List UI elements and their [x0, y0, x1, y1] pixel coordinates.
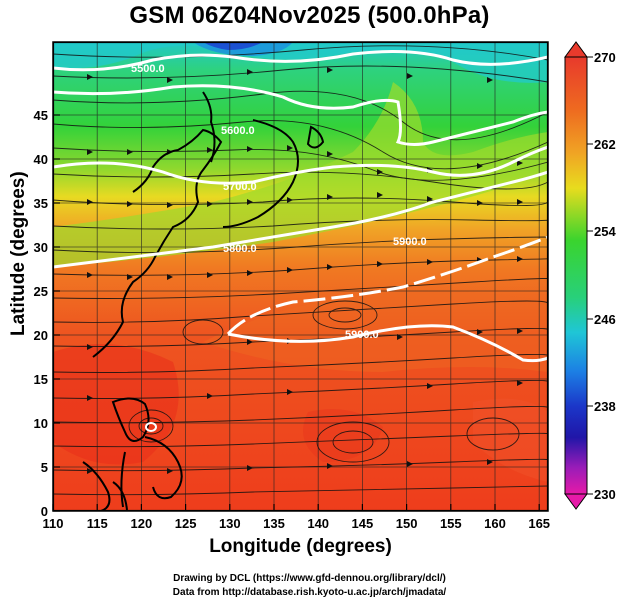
x-tick-labels: 110 115 120 125 130 135 140 145 150 155 …	[43, 516, 551, 531]
y-tick-label: 0	[41, 504, 48, 519]
y-tick-label: 30	[34, 240, 48, 255]
x-tick-label: 115	[87, 516, 108, 531]
x-tick-label: 125	[175, 516, 197, 531]
colorbar-label: 262	[594, 137, 616, 152]
x-tick-label: 140	[307, 516, 329, 531]
y-tick-labels: 0 5 10 15 20 25 30 35 40 45	[34, 108, 48, 519]
credit-line-dcl: Drawing by DCL (https://www.gfd-dennou.o…	[173, 573, 446, 584]
colorbar-label: 238	[594, 399, 616, 414]
x-tick-label: 150	[396, 516, 418, 531]
y-tick-label: 20	[34, 328, 48, 343]
contour-label: 5700.0	[223, 181, 257, 193]
x-tick-label: 155	[440, 516, 462, 531]
y-tick-label: 45	[34, 108, 48, 123]
y-axis-label: Latitude (degrees)	[8, 171, 29, 336]
colorbar: 270 262 254 246 238 230	[564, 41, 616, 510]
map-plot-area: 5500.0 5600.0 5700.0 5800.0 5900.0 5900.…	[53, 42, 548, 511]
contour-label: 5600.0	[221, 125, 255, 137]
x-tick-label: 130	[219, 516, 241, 531]
y-tick-label: 25	[34, 284, 48, 299]
y-tick-label: 35	[34, 196, 48, 211]
x-tick-label: 145	[352, 516, 374, 531]
credit-line-data-source: Data from http://database.rish.kyoto-u.a…	[172, 587, 447, 598]
x-tick-label: 160	[484, 516, 506, 531]
y-tick-label: 5	[41, 460, 48, 475]
contour-label: 5800.0	[223, 243, 257, 255]
x-tick-label: 135	[263, 516, 285, 531]
contour-label: 5900.0	[345, 329, 379, 341]
contour-label: 5900.0	[393, 236, 427, 248]
colorbar-label: 246	[594, 312, 616, 327]
contour-label: 5500.0	[131, 63, 165, 75]
colorbar-label: 270	[594, 50, 616, 65]
x-axis-label: Longitude (degrees)	[209, 536, 392, 557]
y-tick-label: 15	[34, 372, 48, 387]
colorbar-label: 230	[594, 487, 616, 502]
y-tick-label: 40	[34, 152, 48, 167]
colorbar-label: 254	[594, 224, 616, 239]
x-tick-label: 120	[131, 516, 153, 531]
temperature-field-map: 5500.0 5600.0 5700.0 5800.0 5900.0 5900.…	[53, 42, 548, 511]
y-tick-label: 10	[34, 416, 48, 431]
chart-title: GSM 06Z04Nov2025 (500.0hPa)	[129, 2, 490, 29]
x-tick-label: 110	[43, 516, 64, 531]
x-tick-label: 165	[528, 516, 550, 531]
